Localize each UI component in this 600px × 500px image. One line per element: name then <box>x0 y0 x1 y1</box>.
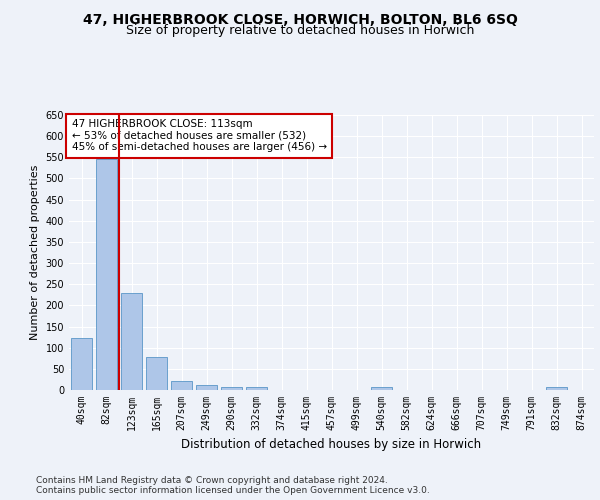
Bar <box>146 358 167 390</box>
Text: 47 HIGHERBROOK CLOSE: 113sqm
← 53% of detached houses are smaller (532)
45% of s: 47 HIGHERBROOK CLOSE: 113sqm ← 53% of de… <box>71 119 327 152</box>
X-axis label: Distribution of detached houses by size in Horwich: Distribution of detached houses by size … <box>181 438 482 452</box>
Bar <box>71 338 92 390</box>
Bar <box>246 388 267 390</box>
Bar <box>171 380 192 390</box>
Text: Contains HM Land Registry data © Crown copyright and database right 2024.: Contains HM Land Registry data © Crown c… <box>36 476 388 485</box>
Bar <box>196 385 217 390</box>
Text: Contains public sector information licensed under the Open Government Licence v3: Contains public sector information licen… <box>36 486 430 495</box>
Text: 47, HIGHERBROOK CLOSE, HORWICH, BOLTON, BL6 6SQ: 47, HIGHERBROOK CLOSE, HORWICH, BOLTON, … <box>83 12 517 26</box>
Bar <box>121 292 142 390</box>
Bar <box>546 388 567 390</box>
Bar <box>371 388 392 390</box>
Y-axis label: Number of detached properties: Number of detached properties <box>30 165 40 340</box>
Text: Size of property relative to detached houses in Horwich: Size of property relative to detached ho… <box>126 24 474 37</box>
Bar <box>221 386 242 390</box>
Bar <box>96 158 117 390</box>
